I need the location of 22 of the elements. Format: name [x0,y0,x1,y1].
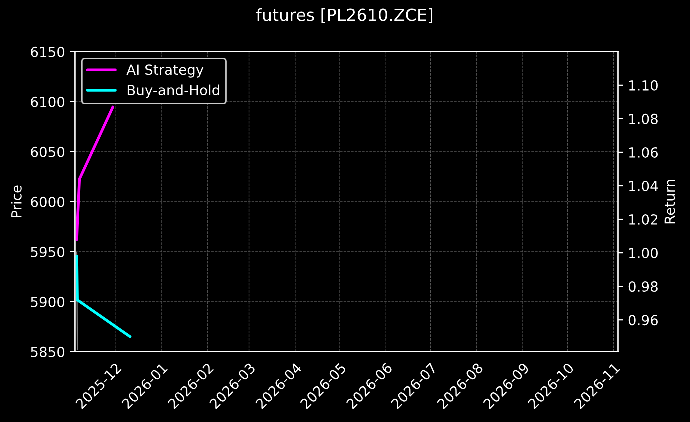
legend-label: Buy-and-Hold [128,84,220,98]
y2-axis-title: Return [664,180,676,224]
y2-tick-label: 1.00 [629,248,658,259]
line-series [76,106,115,242]
y-tick-label: 5900 [31,296,65,308]
y-tick-label: 5950 [31,246,65,258]
line-series [76,255,132,338]
y2-tick-label: 1.04 [629,180,658,192]
y2-tick-label: 1.02 [629,214,658,225]
y2-tick-label: 1.06 [629,147,658,158]
legend-label: AI Strategy [126,64,204,78]
y-tick-label: 6000 [31,196,65,208]
y-tick-label: 5850 [31,346,65,358]
chart-title: futures [PL2610.ZCE] [256,8,433,24]
y2-tick-label: 1.08 [629,114,658,124]
y-axis-title: Price [11,186,22,218]
y-tick-label: 6050 [31,146,65,158]
y2-tick-label: 0.96 [628,315,658,326]
y-tick-label: 6100 [31,96,65,108]
y2-tick-label: 0.98 [628,282,658,292]
y-tick-label: 6150 [31,46,65,58]
y2-tick-label: 1.10 [629,80,658,91]
